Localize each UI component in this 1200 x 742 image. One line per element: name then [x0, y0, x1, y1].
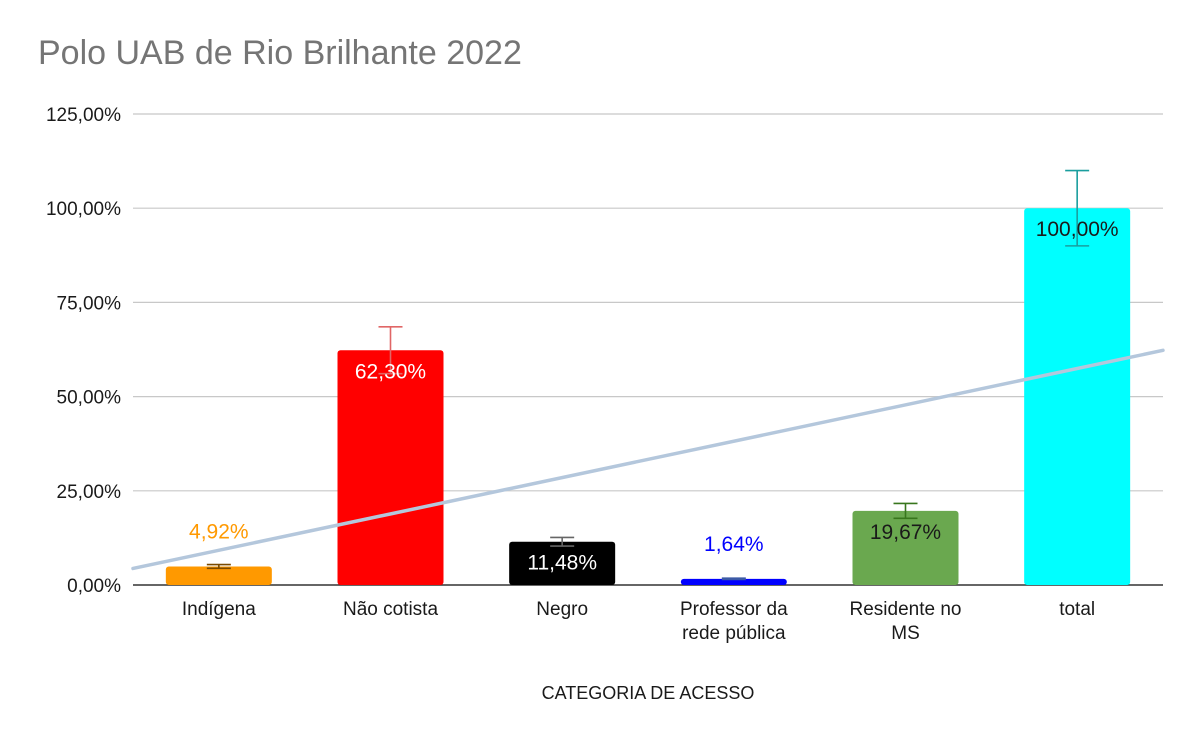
x-tick-label: MS: [891, 623, 920, 644]
bar: [337, 350, 444, 585]
bar: [509, 541, 616, 585]
error-bar: [206, 563, 231, 570]
data-labels: 4,92% 62,30% 11,48% 1,64% 19,67% 100,00%: [189, 218, 1119, 575]
bar: [165, 566, 272, 585]
error-bar: [721, 577, 746, 581]
error-bars: [206, 169, 1090, 581]
bar: [680, 578, 787, 585]
error-bar: [893, 502, 918, 520]
trendline-layer: [131, 348, 1165, 571]
data-label: 62,30%: [355, 360, 426, 383]
bar: [1024, 208, 1131, 585]
x-tick-label: Negro: [536, 599, 588, 620]
y-tick-label: 125,00%: [46, 105, 121, 126]
y-tick-label: 75,00%: [57, 293, 122, 314]
x-axis-title: CATEGORIA DE ACESSO: [542, 683, 755, 703]
y-tick-label: 100,00%: [46, 199, 121, 220]
y-tick-label: 25,00%: [57, 482, 122, 503]
y-tick-label: 0,00%: [67, 576, 121, 597]
gridlines: [133, 113, 1163, 586]
x-tick-label: Residente no: [850, 599, 962, 620]
y-axis-ticks: 0,00% 25,00% 50,00% 75,00% 100,00% 125,00%: [46, 105, 121, 597]
error-bar: [1065, 169, 1090, 247]
error-bar: [378, 325, 403, 375]
bar: [852, 510, 959, 585]
x-tick-label: Indígena: [182, 599, 256, 620]
chart-title: Polo UAB de Rio Brilhante 2022: [38, 34, 522, 72]
trendline: [131, 348, 1165, 571]
x-axis-ticks: Indígena Não cotista Negro Professor da rede…: [182, 599, 1095, 644]
error-bar: [550, 536, 575, 547]
data-label: 1,64%: [704, 533, 764, 556]
y-tick-label: 50,00%: [57, 388, 122, 409]
x-tick-label: Não cotista: [343, 599, 438, 620]
data-label: 4,92%: [189, 520, 249, 543]
data-label: 100,00%: [1036, 218, 1119, 241]
data-label: 11,48%: [527, 552, 597, 575]
x-tick-label: Professor da: [680, 599, 788, 620]
data-label: 19,67%: [870, 521, 941, 544]
bars: [165, 208, 1131, 585]
x-tick-label: total: [1059, 599, 1095, 620]
x-tick-label: rede pública: [682, 623, 786, 644]
